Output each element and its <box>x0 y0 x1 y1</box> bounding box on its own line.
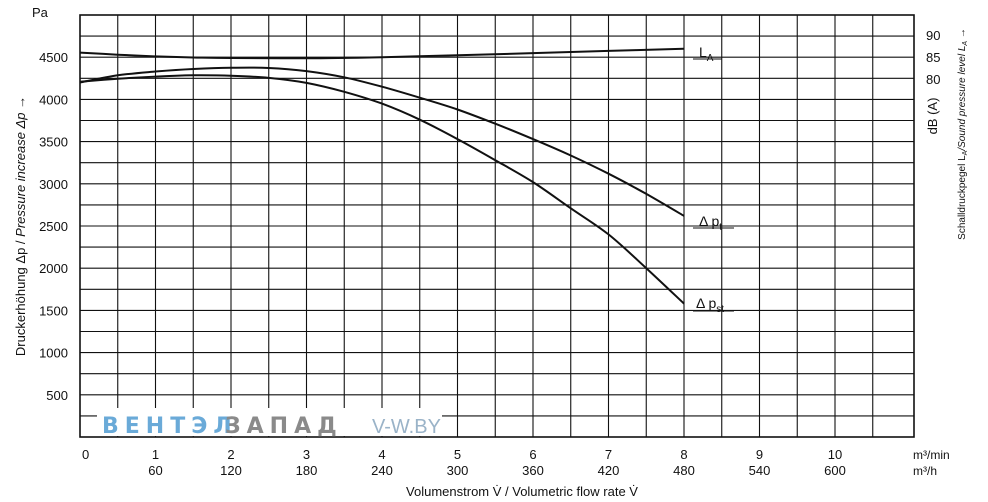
x-tick-h-120: 120 <box>220 463 242 478</box>
label-dpst-sub: st <box>716 304 724 315</box>
curve-0 <box>79 47 685 60</box>
label-dpst-main: Δ p <box>696 295 716 311</box>
y-tick-2500: 2500 <box>39 219 68 234</box>
watermark-bg <box>97 408 442 436</box>
watermark-part1: ВЕНТЭЛ <box>102 414 238 439</box>
y-tick-3000: 3000 <box>39 177 68 192</box>
watermark-part3: V-W.BY <box>372 416 441 438</box>
y-tick-4000: 4000 <box>39 92 68 107</box>
curve-1 <box>79 66 685 217</box>
r-tick-80: 80 <box>926 72 940 87</box>
y-tick-labels: 500 1000 1500 2000 2500 3000 3500 4000 4500 <box>39 50 68 403</box>
svg-text:LA: LA <box>699 44 714 64</box>
right-axis-label-de: Schalldruckpegel L <box>957 155 968 240</box>
plot-frame <box>79 14 915 438</box>
y-tick-1500: 1500 <box>39 303 68 318</box>
x-tick-labels-h: 60 120 180 240 300 360 420 480 540 600 <box>148 463 846 478</box>
x-tick-min-7: 7 <box>605 447 612 462</box>
curve-2 <box>79 74 685 305</box>
right-axis-ticks: 90 85 80 <box>926 28 940 87</box>
x-tick-min-5: 5 <box>454 447 461 462</box>
y-tick-3500: 3500 <box>39 135 68 150</box>
watermark-part2: ЗАПАД <box>225 414 343 439</box>
x-tick-labels-min: 0 1 2 3 4 5 6 7 8 9 10 <box>82 447 842 462</box>
x-tick-h-240: 240 <box>371 463 393 478</box>
x-tick-min-4: 4 <box>378 447 385 462</box>
y-tick-2000: 2000 <box>39 261 68 276</box>
x-tick-h-180: 180 <box>296 463 318 478</box>
y-axis-label-de: Druckerhöhung Δp / <box>13 237 28 356</box>
x-tick-min-6: 6 <box>529 447 536 462</box>
right-axis-label-de-sub: A <box>962 150 969 155</box>
x-tick-min-10: 10 <box>828 447 842 462</box>
r-tick-85: 85 <box>926 50 940 65</box>
x-tick-h-300: 300 <box>447 463 469 478</box>
x-tick-h-600: 600 <box>824 463 846 478</box>
svg-text:Δ pst: Δ pst <box>696 295 724 315</box>
x-tick-min-3: 3 <box>303 447 310 462</box>
right-axis-label: Schalldruckpegel LA/Sound pressure level… <box>957 28 969 240</box>
watermark: ВЕНТЭЛ ЗАПАД V-W.BY <box>97 408 442 439</box>
y-tick-4500: 4500 <box>39 50 68 65</box>
label-dpst: Δ pst <box>693 295 734 315</box>
horizontal-gridlines <box>80 35 914 417</box>
label-LA-main: L <box>699 44 707 60</box>
y-axis-label: Druckerhöhung Δp / Pressure increase Δp … <box>13 96 28 356</box>
y-unit-label: Pa <box>32 5 49 20</box>
x-tick-min-0: 0 <box>82 447 89 462</box>
x-tick-h-60: 60 <box>148 463 162 478</box>
right-axis-label-en-sub: A <box>962 41 969 47</box>
r-tick-90: 90 <box>926 28 940 43</box>
x-unit-min: m³/min <box>913 448 950 462</box>
x-tick-min-8: 8 <box>680 447 687 462</box>
x-unit-h: m³/h <box>913 464 937 478</box>
x-tick-min-2: 2 <box>227 447 234 462</box>
label-dpt: Δ pt <box>693 213 734 233</box>
svg-text:Δ pt: Δ pt <box>699 213 722 233</box>
label-LA: LA <box>693 44 722 64</box>
label-dpt-sub: t <box>719 222 722 233</box>
x-tick-h-540: 540 <box>749 463 771 478</box>
y-tick-500: 500 <box>46 388 68 403</box>
y-axis-label-en: Pressure increase Δp → <box>13 96 28 237</box>
right-axis-label-arrow: → <box>957 28 968 41</box>
label-LA-sub: A <box>707 53 714 64</box>
y-tick-1000: 1000 <box>39 346 68 361</box>
right-axis-unit: dB (A) <box>925 98 940 135</box>
x-tick-min-9: 9 <box>756 447 763 462</box>
x-tick-min-1: 1 <box>152 447 159 462</box>
curves <box>79 47 685 305</box>
x-tick-h-480: 480 <box>673 463 695 478</box>
x-tick-h-420: 420 <box>598 463 620 478</box>
label-dpt-main: Δ p <box>699 213 719 229</box>
x-axis-label: Volumenstrom V̇ / Volumetric flow rate V… <box>406 484 638 499</box>
right-axis-label-en: /Sound pressure level L <box>957 46 968 152</box>
x-tick-h-360: 360 <box>522 463 544 478</box>
